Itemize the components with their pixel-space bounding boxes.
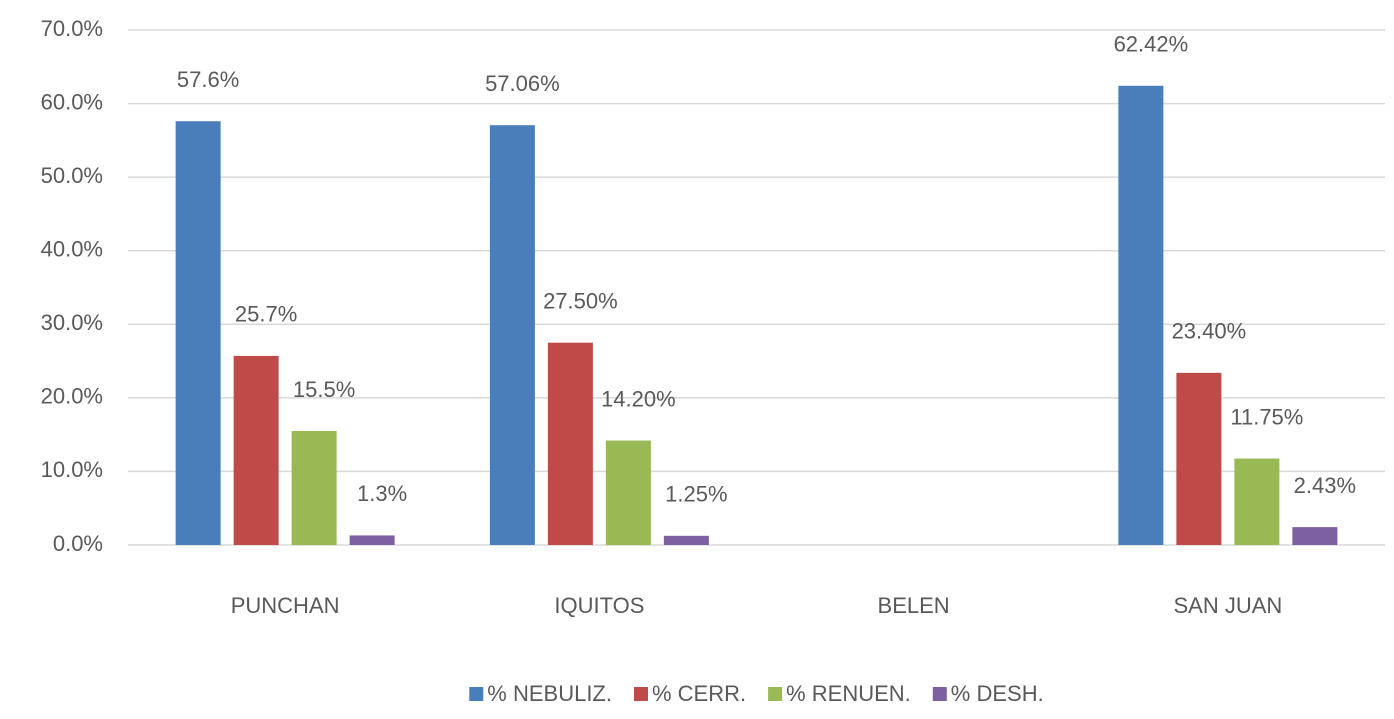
y-tick-label: 10.0% [41, 457, 103, 482]
x-tick-label: SAN JUAN [1173, 593, 1282, 618]
data-label: 1.3% [357, 481, 407, 506]
y-tick-label: 0.0% [53, 531, 103, 556]
y-tick-label: 70.0% [41, 16, 103, 41]
x-tick-label: IQUITOS [554, 593, 644, 618]
data-label: 14.20% [601, 386, 676, 411]
y-tick-label: 30.0% [41, 310, 103, 335]
y-tick-label: 40.0% [41, 237, 103, 262]
y-tick-label: 20.0% [41, 384, 103, 409]
bar [1292, 527, 1338, 545]
legend-label: % CERR. [652, 681, 746, 706]
data-label: 23.40% [1172, 319, 1247, 344]
bar [349, 535, 395, 545]
y-tick-label: 50.0% [41, 163, 103, 188]
data-label: 15.5% [293, 377, 355, 402]
data-label: 57.06% [485, 71, 560, 96]
legend-swatch [768, 687, 783, 701]
bar [547, 342, 593, 545]
data-label: 2.43% [1294, 473, 1356, 498]
bar [233, 355, 279, 545]
bar [663, 535, 709, 545]
data-label: 25.7% [235, 302, 297, 327]
legend: % NEBULIZ. % CERR. % RENUEN. % DESH. [469, 681, 1044, 706]
data-label: 27.50% [543, 288, 618, 313]
legend-label: % NEBULIZ. [487, 681, 612, 706]
bar [1234, 458, 1280, 545]
bar [291, 430, 337, 545]
legend-swatch [932, 687, 947, 701]
legend-label: % DESH. [951, 681, 1044, 706]
bar [1176, 372, 1222, 545]
data-label: 11.75% [1230, 404, 1303, 429]
y-tick-label: 60.0% [41, 89, 103, 114]
bar [605, 440, 651, 545]
bar [489, 125, 535, 546]
bar [175, 121, 221, 545]
legend-swatch [469, 687, 484, 701]
data-label: 1.25% [665, 482, 727, 507]
x-tick-label: PUNCHAN [231, 593, 340, 618]
bar [1118, 85, 1164, 545]
x-tick-label: BELEN [878, 593, 950, 618]
legend-swatch [633, 687, 648, 701]
data-label: 62.42% [1114, 32, 1189, 57]
data-label: 57.6% [177, 67, 239, 92]
legend-label: % RENUEN. [786, 681, 911, 706]
